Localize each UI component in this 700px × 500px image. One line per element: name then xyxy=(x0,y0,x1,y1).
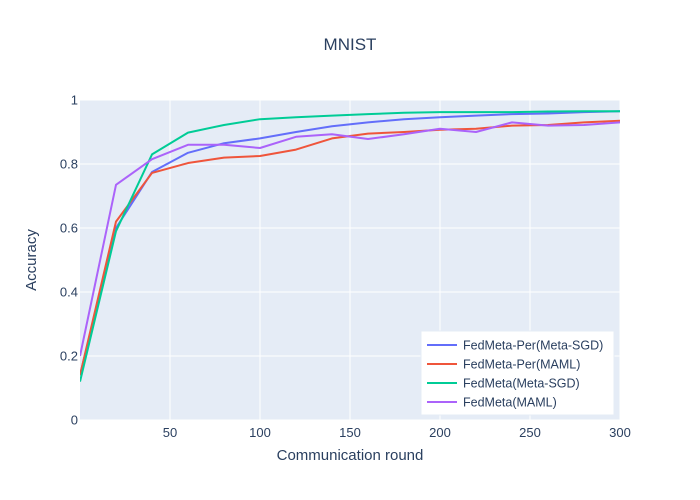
legend-label: FedMeta-Per(Meta-SGD) xyxy=(463,339,603,353)
chart-title: MNIST xyxy=(324,35,377,54)
legend-label: FedMeta(Meta-SGD) xyxy=(463,377,580,391)
legend-label: FedMeta(MAML) xyxy=(463,396,557,410)
y-axis-title: Accuracy xyxy=(23,229,40,291)
series-lines xyxy=(80,110,620,382)
x-tick-label: 250 xyxy=(519,425,541,440)
y-tick-label: 0 xyxy=(71,413,78,428)
y-tick-label: 0.2 xyxy=(60,349,78,364)
x-axis-ticks: 50 100 150 200 250 300 xyxy=(163,425,631,440)
y-tick-label: 0.8 xyxy=(60,157,78,172)
series-line-4 xyxy=(80,121,620,357)
x-axis-title: Communication round xyxy=(277,447,424,464)
legend: FedMeta-Per(Meta-SGD) FedMeta-Per(MAML) Fe… xyxy=(420,330,615,416)
y-tick-label: 1 xyxy=(71,93,78,108)
x-tick-label: 50 xyxy=(163,425,177,440)
x-tick-label: 200 xyxy=(429,425,451,440)
y-tick-label: 0.4 xyxy=(60,285,78,300)
x-tick-label: 100 xyxy=(249,425,271,440)
series-line-3 xyxy=(80,110,620,382)
x-tick-label: 150 xyxy=(339,425,361,440)
series-line-1 xyxy=(80,110,620,376)
x-tick-label: 300 xyxy=(609,425,631,440)
legend-label: FedMeta-Per(MAML) xyxy=(463,358,580,372)
y-axis-ticks: 0 0.2 0.4 0.6 0.8 1 xyxy=(60,93,78,428)
y-tick-label: 0.6 xyxy=(60,221,78,236)
